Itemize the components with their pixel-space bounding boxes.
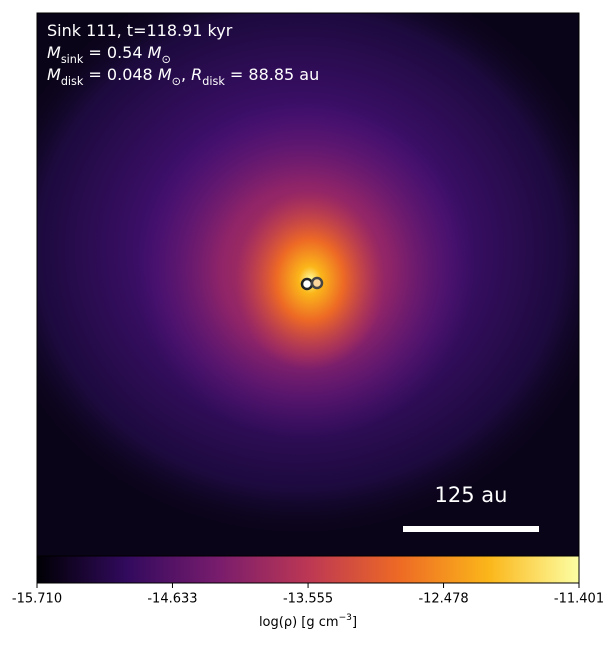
colorbar-tick-label: -11.401 xyxy=(554,592,604,607)
scale-bar-label: 125 au xyxy=(435,483,508,507)
scale-bar xyxy=(403,526,539,532)
text-run: −3 xyxy=(339,613,353,623)
text-run: M xyxy=(47,43,61,62)
colorbar-ticks: -15.710 -14.633 -13.555 -12.478 -11.401 xyxy=(12,583,604,607)
text-run: , xyxy=(181,65,191,84)
text-run: log(ρ) [g cm xyxy=(259,615,339,630)
sink-particle xyxy=(310,276,324,290)
text-run: disk xyxy=(202,75,225,88)
text-run: = 0.54 xyxy=(83,43,147,62)
text-run: M xyxy=(158,65,172,84)
text-run: M xyxy=(148,43,162,62)
colorbar-label: log(ρ) [g cm−3] xyxy=(259,613,357,630)
text-run: = 0.048 xyxy=(83,65,157,84)
colorbar-tick-label: -13.555 xyxy=(283,592,333,607)
text-run: disk xyxy=(61,75,84,88)
text-run: ⊙ xyxy=(161,53,170,66)
density-image xyxy=(37,13,579,556)
text-run: R xyxy=(191,65,202,84)
title-line: Mdisk = 0.048 M⊙, Rdisk = 88.85 au xyxy=(47,65,319,88)
title-line: Msink = 0.54 M⊙ xyxy=(47,43,171,66)
text-run: ] xyxy=(352,615,357,630)
colorbar-tick-label: -15.710 xyxy=(12,592,62,607)
colorbar-tick-label: -12.478 xyxy=(418,592,468,607)
text-run: Sink 111, t=118.91 kyr xyxy=(47,21,233,40)
text-run: sink xyxy=(61,53,84,66)
title-line: Sink 111, t=118.91 kyr xyxy=(47,21,233,40)
text-run: ⊙ xyxy=(172,75,181,88)
text-run: M xyxy=(47,65,61,84)
text-run: = 88.85 au xyxy=(225,65,319,84)
sink-particle xyxy=(300,277,314,291)
colorbar-tick-label: -14.633 xyxy=(147,592,197,607)
colorbar xyxy=(36,555,580,584)
